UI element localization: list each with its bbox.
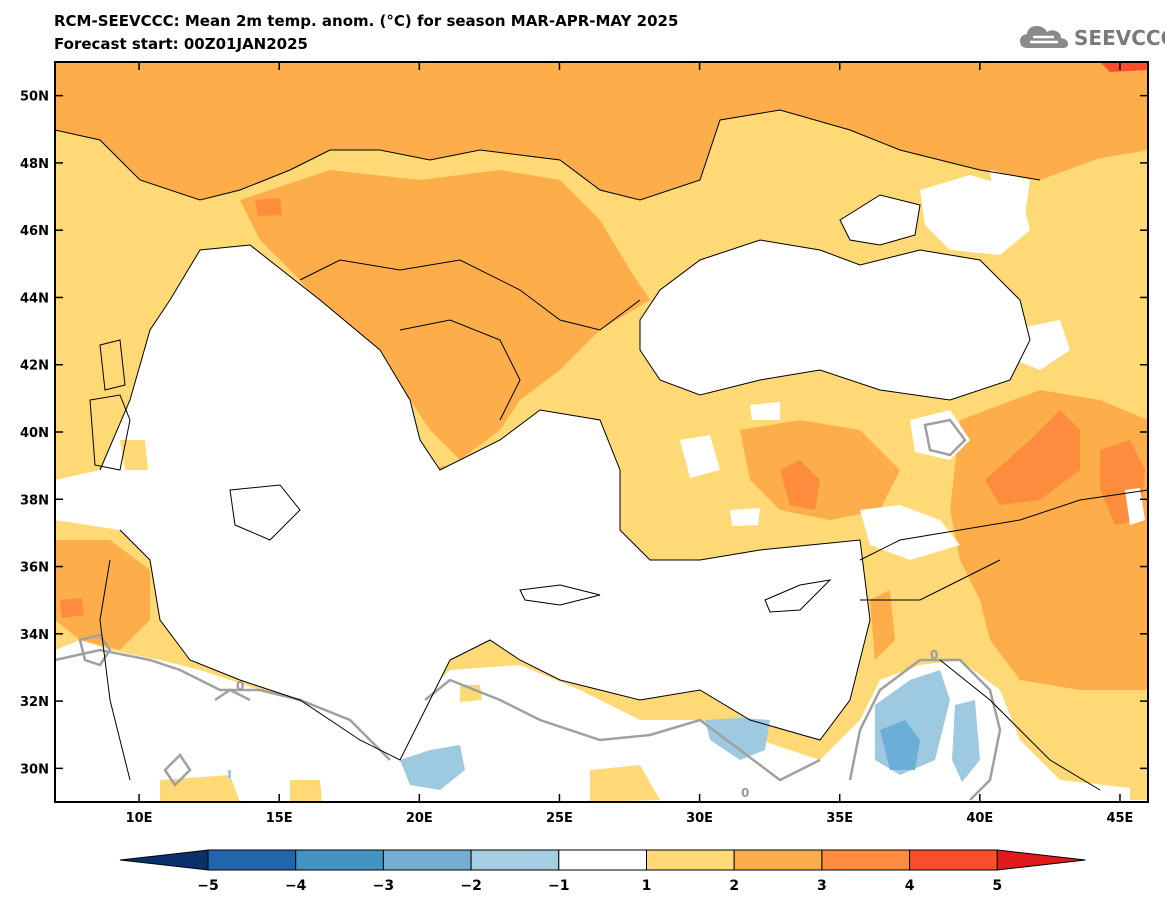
forecast-start-label: Forecast start: 00Z01JAN2025 xyxy=(54,35,308,53)
north-africa-near-zero xyxy=(55,640,1148,802)
y-tick-label: 30N xyxy=(20,762,49,777)
colorbar-segment xyxy=(558,849,647,871)
colorbar-segment xyxy=(295,849,384,871)
north-africa-warm-patches xyxy=(160,685,1148,802)
anomaly-4-5-region xyxy=(1100,62,1148,72)
colorbar-label: 2 xyxy=(729,878,739,894)
x-tick-label: 40E xyxy=(966,811,993,826)
anomaly-map xyxy=(55,62,1148,802)
x-tick-label: 15E xyxy=(266,811,293,826)
cloud-icon xyxy=(1020,26,1068,48)
x-tick-label: 10E xyxy=(126,811,153,826)
y-tick-label: 46N xyxy=(20,224,49,239)
anomaly-2-3-regions xyxy=(55,62,1148,800)
anomaly-negative-regions xyxy=(228,670,980,790)
contour-label-zero-1: 0 xyxy=(236,679,244,693)
colorbar-label: 4 xyxy=(905,878,915,894)
y-tick-label: 40N xyxy=(20,426,49,441)
contour-label-zero-3: 0 xyxy=(741,786,749,800)
map-title: RCM-SEEVCCC: Mean 2m temp. anom. (°C) fo… xyxy=(54,12,679,30)
y-tick-label: 44N xyxy=(20,291,49,306)
colorbar-label: −5 xyxy=(197,878,218,894)
colorbar-max-arrow xyxy=(996,849,1086,871)
colorbar-label: −3 xyxy=(373,878,394,894)
x-tick-label: 45E xyxy=(1106,811,1133,826)
colorbar-segment xyxy=(821,849,911,871)
colorbar: −5 −4 −3 −2 −1 1 2 3 4 5 xyxy=(119,849,1086,894)
colorbar-label: 5 xyxy=(992,878,1002,894)
black-sea xyxy=(640,240,1030,400)
y-tick-label: 48N xyxy=(20,157,49,172)
x-tick-label: 30E xyxy=(686,811,713,826)
x-tick-label: 20E xyxy=(406,811,433,826)
colorbar-min-arrow xyxy=(119,849,209,871)
zero-contours xyxy=(55,418,1002,801)
y-tick-label: 34N xyxy=(20,628,49,643)
mediterranean-sea xyxy=(55,245,870,760)
colorbar-label: −2 xyxy=(460,878,481,894)
colorbar-segment xyxy=(207,849,297,871)
contour-label-zero-2: 0 xyxy=(930,648,938,662)
y-tick-label: 50N xyxy=(20,90,49,105)
sea-and-near-zero-areas xyxy=(55,170,1148,802)
colorbar-label: −1 xyxy=(548,878,569,894)
colorbar-segment xyxy=(382,849,472,871)
colorbar-segment xyxy=(909,849,998,871)
seevccc-logo: SEEVCCC xyxy=(1018,22,1165,54)
colorbar-label: 1 xyxy=(642,878,652,894)
y-tick-label: 36N xyxy=(20,561,49,576)
coastlines-and-borders xyxy=(55,109,1148,791)
colorbar-segment xyxy=(470,849,560,871)
colorbar-segment xyxy=(646,849,735,871)
y-tick-label: 38N xyxy=(20,493,49,508)
colorbar-label: 3 xyxy=(817,878,827,894)
logo-text: SEEVCCC xyxy=(1074,26,1165,50)
x-tick-label: 35E xyxy=(826,811,853,826)
colorbar-label: −4 xyxy=(285,878,307,894)
axis-ticks: 10E 15E 20E 25E 30E 35E 40E 45E 50N 48N 46N 44N 42N 4… xyxy=(20,62,1148,826)
colorbar-segment xyxy=(733,849,823,871)
y-tick-label: 42N xyxy=(20,359,49,374)
x-tick-label: 25E xyxy=(546,811,573,826)
y-tick-label: 32N xyxy=(20,695,49,710)
